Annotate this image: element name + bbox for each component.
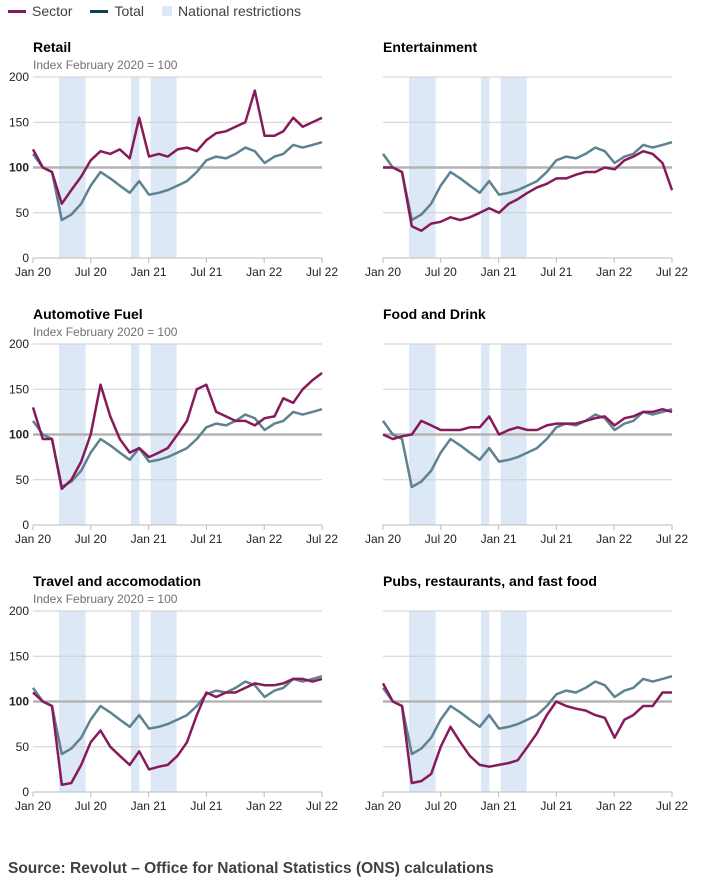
legend-restrictions-label: National restrictions	[178, 3, 301, 19]
y-tick-label: 0	[22, 251, 29, 265]
total-series-line	[31, 407, 323, 489]
y-tick-label: 50	[16, 740, 30, 754]
x-tick-label: Jul 22	[306, 532, 338, 546]
panel-title: Entertainment	[383, 39, 477, 55]
sector-series-line	[31, 372, 323, 491]
y-tick-label: 200	[9, 337, 29, 351]
panel-subtitle: Index February 2020 = 100	[33, 592, 178, 606]
legend-sector-label: Sector	[32, 3, 73, 19]
total-series-line	[381, 140, 673, 222]
sector-series-line	[381, 682, 672, 785]
x-tick-label: Jul 22	[306, 799, 338, 813]
x-tick-label: Jul 21	[190, 799, 222, 813]
total-series-line	[381, 674, 673, 756]
panel-food-and-drink: Food and Drink Jan 20 Jul 20 Jan 21 Jul 21 Ja…	[365, 306, 688, 546]
sector-series-line	[31, 89, 323, 205]
panel-title: Travel and accomodation	[33, 573, 201, 589]
x-tick-label: Jul 21	[540, 265, 572, 279]
x-tick-label: Jan 22	[246, 265, 282, 279]
y-tick-label: 100	[9, 695, 29, 709]
legend-total-label: Total	[114, 3, 145, 19]
x-tick-label: Jul 20	[425, 532, 457, 546]
x-tick-label: Jul 20	[75, 799, 107, 813]
x-tick-label: Jul 21	[540, 799, 572, 813]
x-tick-label: Jul 20	[75, 532, 107, 546]
total-series-line	[31, 674, 323, 756]
legend-sector: Sector	[8, 3, 72, 19]
legend: Sector Total National restrictions	[8, 3, 301, 19]
x-tick-label: Jul 22	[656, 265, 688, 279]
x-tick-label: Jan 21	[131, 532, 167, 546]
y-tick-label: 100	[9, 161, 29, 175]
y-tick-label: 0	[22, 518, 29, 532]
panel-entertainment: Entertainment Jan 20 Jul 20 Jan 21 Jul 21 Jan…	[365, 39, 688, 279]
x-tick-label: Jan 22	[596, 265, 632, 279]
total-swatch	[90, 9, 109, 13]
x-tick-label: Jul 21	[540, 532, 572, 546]
panel-subtitle: Index February 2020 = 100	[33, 325, 178, 339]
x-tick-label: Jul 20	[425, 799, 457, 813]
y-tick-label: 200	[9, 70, 29, 84]
total-series-line	[31, 140, 323, 222]
y-tick-label: 150	[9, 115, 29, 129]
panel-title: Retail	[33, 39, 71, 55]
panel-automotive-fuel: Automotive Fuel Index February 2020 = 100…	[9, 306, 338, 546]
x-tick-label: Jul 20	[425, 265, 457, 279]
panel-title: Food and Drink	[383, 306, 486, 322]
panel-travel-and-accomodation: Travel and accomodation Index February 20…	[9, 573, 338, 813]
y-tick-label: 50	[16, 206, 30, 220]
panel-title: Automotive Fuel	[33, 306, 143, 322]
x-tick-label: Jan 20	[15, 532, 51, 546]
y-tick-label: 150	[9, 649, 29, 663]
y-tick-label: 0	[22, 785, 29, 799]
source-note: Source: Revolut – Office for National St…	[8, 860, 494, 877]
x-tick-label: Jan 20	[365, 265, 401, 279]
x-tick-label: Jan 21	[481, 799, 517, 813]
x-tick-label: Jan 21	[131, 799, 167, 813]
sector-series-line	[383, 149, 674, 233]
y-tick-label: 150	[9, 382, 29, 396]
panel-retail: Retail Index February 2020 = 100 0 50 100 150…	[9, 39, 338, 279]
x-tick-label: Jan 22	[596, 532, 632, 546]
panel-pubs-restaurants-and-fast-food: Pubs, restaurants, and fast food Jan 20 Ju…	[365, 573, 688, 813]
x-tick-label: Jul 21	[190, 532, 222, 546]
legend-total: Total	[90, 3, 144, 19]
y-tick-label: 100	[9, 428, 29, 442]
x-tick-label: Jul 22	[306, 265, 338, 279]
x-tick-label: Jan 22	[596, 799, 632, 813]
x-tick-label: Jul 20	[75, 265, 107, 279]
sector-series-line	[32, 677, 323, 787]
x-tick-label: Jan 21	[481, 265, 517, 279]
x-tick-label: Jan 20	[15, 265, 51, 279]
panel-subtitle: Index February 2020 = 100	[33, 58, 178, 72]
x-tick-label: Jul 22	[656, 532, 688, 546]
restrictions-swatch	[162, 6, 173, 16]
x-tick-label: Jan 20	[15, 799, 51, 813]
sector-swatch	[8, 9, 26, 13]
panel-title: Pubs, restaurants, and fast food	[383, 573, 597, 589]
total-series-line	[381, 407, 673, 489]
y-tick-label: 200	[9, 604, 29, 618]
legend-restrictions: National restrictions	[162, 3, 301, 19]
sector-series-line	[382, 407, 673, 441]
x-tick-label: Jan 20	[365, 532, 401, 546]
x-tick-label: Jan 21	[131, 265, 167, 279]
x-tick-label: Jan 22	[246, 532, 282, 546]
x-tick-label: Jan 20	[365, 799, 401, 813]
x-tick-label: Jan 22	[246, 799, 282, 813]
y-tick-label: 50	[16, 473, 30, 487]
x-tick-label: Jul 22	[656, 799, 688, 813]
x-tick-label: Jul 21	[190, 265, 222, 279]
x-tick-label: Jan 21	[481, 532, 517, 546]
